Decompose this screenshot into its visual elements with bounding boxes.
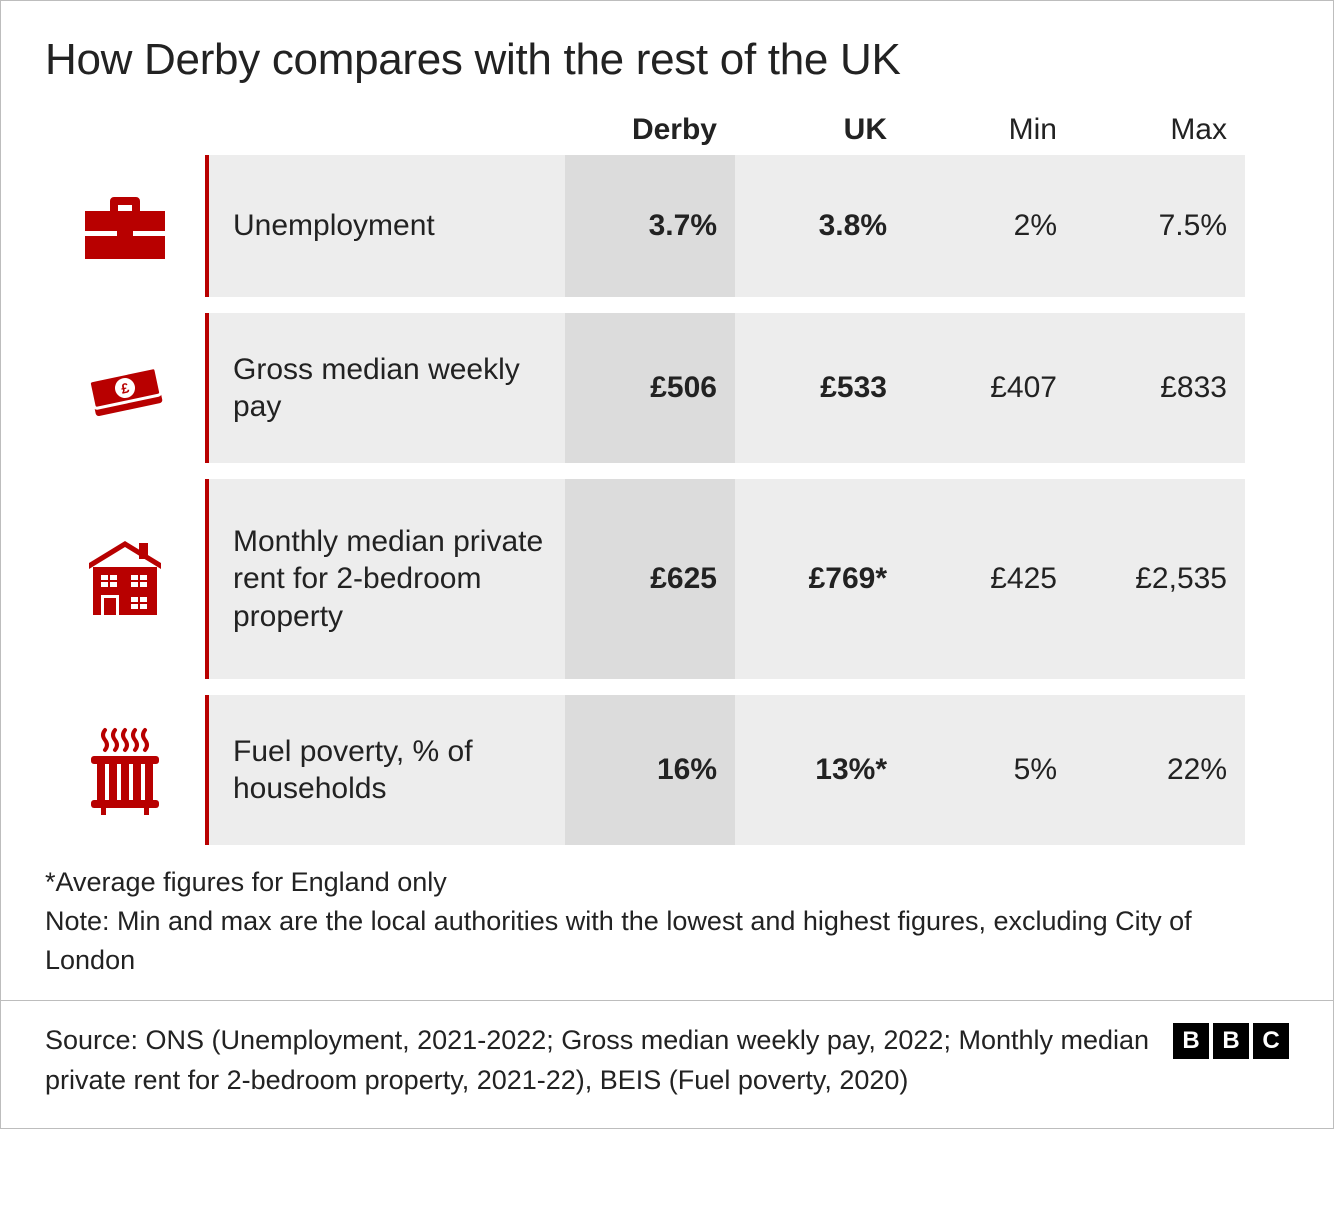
- card-title: How Derby compares with the rest of the …: [45, 35, 1289, 85]
- col-header-min: Min: [905, 113, 1075, 147]
- col-header-uk: UK: [735, 113, 905, 147]
- house-icon: [75, 529, 175, 629]
- cell-min: £407: [905, 313, 1075, 463]
- row-label: Fuel poverty, % of households: [205, 695, 565, 845]
- footnotes: *Average figures for England only Note: …: [45, 863, 1289, 980]
- source-text: Source: ONS (Unemployment, 2021-2022; Gr…: [45, 1021, 1153, 1099]
- row-label: Unemployment: [205, 155, 565, 297]
- footnote-note: Note: Min and max are the local authorit…: [45, 902, 1289, 980]
- cash-icon: £: [75, 338, 175, 438]
- source-bar: Source: ONS (Unemployment, 2021-2022; Gr…: [1, 1000, 1333, 1127]
- row-icon-cell: [45, 695, 205, 845]
- table-header: Derby UK Min Max: [45, 113, 1289, 147]
- cell-max: £2,535: [1075, 479, 1245, 679]
- table-row: Monthly median private rent for 2-bedroo…: [45, 479, 1289, 679]
- bbc-logo: B B C: [1173, 1023, 1289, 1059]
- briefcase-icon: [75, 176, 175, 276]
- cell-derby: £625: [565, 479, 735, 679]
- cell-uk: £769*: [735, 479, 905, 679]
- row-icon-cell: £: [45, 313, 205, 463]
- bbc-block-c: C: [1253, 1023, 1289, 1059]
- cell-min: £425: [905, 479, 1075, 679]
- col-header-max: Max: [1075, 113, 1245, 147]
- footnote-asterisk: *Average figures for England only: [45, 863, 1289, 902]
- cell-max: 7.5%: [1075, 155, 1245, 297]
- bbc-block-b: B: [1173, 1023, 1209, 1059]
- cell-derby: £506: [565, 313, 735, 463]
- cell-min: 5%: [905, 695, 1075, 845]
- cell-uk: 13%*: [735, 695, 905, 845]
- bbc-block-b2: B: [1213, 1023, 1249, 1059]
- card-body: How Derby compares with the rest of the …: [1, 1, 1333, 1000]
- row-label: Gross median weekly pay: [205, 313, 565, 463]
- table-row: Unemployment 3.7% 3.8% 2% 7.5%: [45, 155, 1289, 297]
- comparison-card: How Derby compares with the rest of the …: [0, 0, 1334, 1129]
- table-row: £ Gross median weekly pay £506 £533 £407…: [45, 313, 1289, 463]
- cell-max: 22%: [1075, 695, 1245, 845]
- cell-uk: 3.8%: [735, 155, 905, 297]
- cell-min: 2%: [905, 155, 1075, 297]
- row-icon-cell: [45, 479, 205, 679]
- comparison-table: Derby UK Min Max Unemployment 3.7% 3.8: [45, 113, 1289, 845]
- cell-derby: 3.7%: [565, 155, 735, 297]
- cell-derby: 16%: [565, 695, 735, 845]
- row-label: Monthly median private rent for 2-bedroo…: [205, 479, 565, 679]
- radiator-icon: [75, 720, 175, 820]
- row-icon-cell: [45, 155, 205, 297]
- cell-max: £833: [1075, 313, 1245, 463]
- cell-uk: £533: [735, 313, 905, 463]
- table-row: Fuel poverty, % of households 16% 13%* 5…: [45, 695, 1289, 845]
- col-header-derby: Derby: [565, 113, 735, 147]
